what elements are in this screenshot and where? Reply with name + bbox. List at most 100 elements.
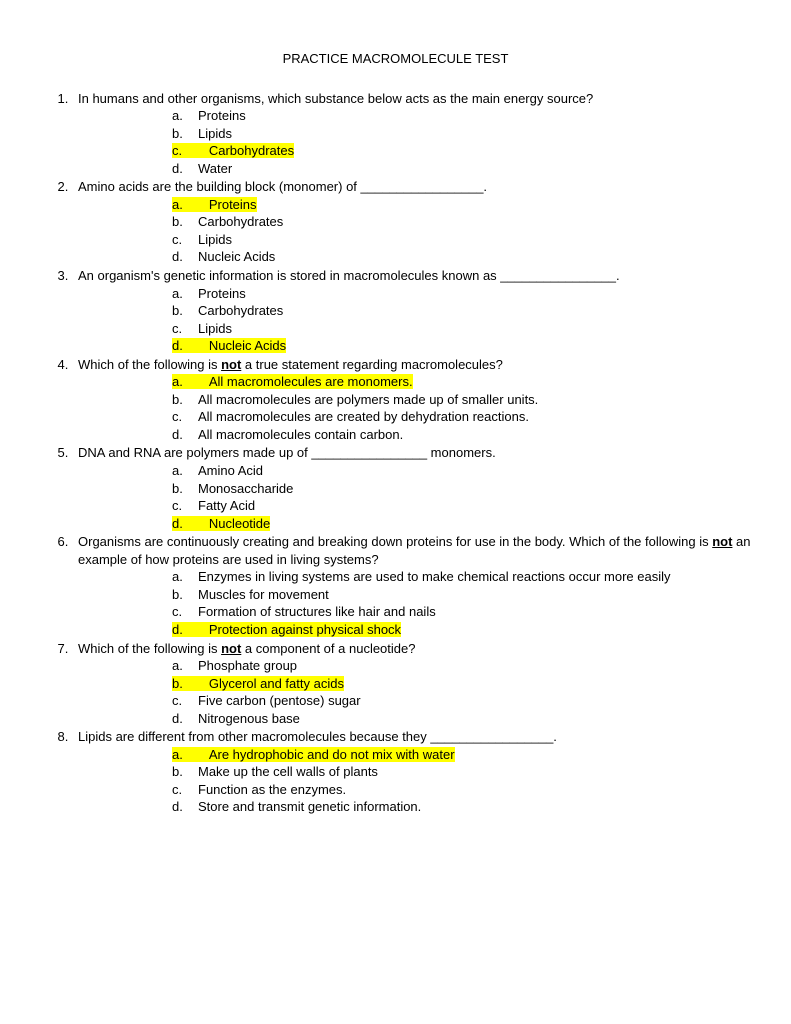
answer-letter: c.: [172, 781, 188, 799]
answer-row: d. Nucleotide: [172, 515, 751, 533]
answer-text: Nucleotide: [209, 516, 270, 531]
answer-row: a.Enzymes in living systems are used to …: [172, 568, 751, 586]
answer-letter: b.: [172, 125, 188, 143]
answer-text: All macromolecules are created by dehydr…: [198, 409, 529, 424]
answer-text: Nucleic Acids: [198, 249, 275, 264]
answer-row: a. Proteins: [172, 196, 751, 214]
answer-text: Muscles for movement: [198, 587, 329, 602]
answer-text: Lipids: [198, 232, 232, 247]
answer-row: a.Proteins: [172, 285, 751, 303]
answer-row: c.Formation of structures like hair and …: [172, 603, 751, 621]
answer-row: a. Phosphate group: [172, 657, 751, 675]
answer-text: Monosaccharide: [198, 481, 293, 496]
answer-row: b. Glycerol and fatty acids: [172, 675, 751, 693]
answer-row: a. Proteins: [172, 107, 751, 125]
answer-row: c. Carbohydrates: [172, 142, 751, 160]
answer-row: a.Amino Acid: [172, 462, 751, 480]
bold-underline: not: [221, 641, 241, 656]
answer-letter: d.: [172, 426, 188, 444]
answer-text: Fatty Acid: [198, 498, 255, 513]
answer-text: Carbohydrates: [198, 303, 283, 318]
answer-letter: a.: [172, 746, 188, 764]
answer-text: Proteins: [198, 286, 246, 301]
answer-text: Store and transmit genetic information.: [198, 799, 421, 814]
question-text: Amino acids are the building block (mono…: [78, 179, 487, 194]
question-7: Which of the following is not a componen…: [72, 640, 751, 728]
answer-row: d. Nucleic Acids: [172, 337, 751, 355]
answer-text: All macromolecules contain carbon.: [198, 427, 403, 442]
question-2: Amino acids are the building block (mono…: [72, 178, 751, 266]
answer-text: Proteins: [209, 197, 257, 212]
answer-row: b.All macromolecules are polymers made u…: [172, 391, 751, 409]
bold-underline: not: [712, 534, 732, 549]
answer-row: b. Carbohydrates: [172, 302, 751, 320]
answer-row: c. Fatty Acid: [172, 497, 751, 515]
answer-text: Glycerol and fatty acids: [209, 676, 344, 691]
answer-row: b.Lipids: [172, 125, 751, 143]
answer-letter: c.: [172, 408, 188, 426]
answer-row: d. Water: [172, 160, 751, 178]
bold-underline: not: [221, 357, 241, 372]
answer-text: All macromolecules are polymers made up …: [198, 392, 538, 407]
answer-letter: a.: [172, 462, 188, 480]
answer-row: c. Lipids: [172, 231, 751, 249]
answer-text: Five carbon (pentose) sugar: [198, 693, 361, 708]
answer-row: d. All macromolecules contain carbon.: [172, 426, 751, 444]
answer-row: c. Five carbon (pentose) sugar: [172, 692, 751, 710]
answer-letter: c.: [172, 497, 188, 515]
answer-letter: c.: [172, 692, 188, 710]
question-8: Lipids are different from other macromol…: [72, 728, 751, 816]
question-text: Organisms are continuously creating and …: [78, 534, 751, 567]
answer-letter: d.: [172, 710, 188, 728]
question-text: DNA and RNA are polymers made up of ____…: [78, 445, 496, 460]
answer-letter: b.: [172, 675, 188, 693]
answer-text: Phosphate group: [198, 658, 297, 673]
answer-text: Formation of structures like hair and na…: [198, 604, 436, 619]
answer-row: b.Carbohydrates: [172, 213, 751, 231]
answer-letter: b.: [172, 480, 188, 498]
question-text: Which of the following is not a componen…: [78, 641, 415, 656]
answer-letter: c.: [172, 231, 188, 249]
answer-row: c. All macromolecules are created by dehy…: [172, 408, 751, 426]
answer-letter: b.: [172, 586, 188, 604]
answer-row: b. Muscles for movement: [172, 586, 751, 604]
answer-text: Water: [198, 161, 232, 176]
question-5: DNA and RNA are polymers made up of ____…: [72, 444, 751, 532]
answer-letter: b.: [172, 302, 188, 320]
answer-letter: d.: [172, 337, 188, 355]
answer-letter: d.: [172, 160, 188, 178]
answer-row: c.Lipids: [172, 320, 751, 338]
question-1: In humans and other organisms, which sub…: [72, 90, 751, 178]
question-3: An organism's genetic information is sto…: [72, 267, 751, 355]
answer-letter: a.: [172, 196, 188, 214]
answer-letter: b.: [172, 213, 188, 231]
answer-letter: a.: [172, 657, 188, 675]
question-4: Which of the following is not a true sta…: [72, 356, 751, 444]
question-text: In humans and other organisms, which sub…: [78, 91, 593, 106]
answer-letter: c.: [172, 320, 188, 338]
page-title: PRACTICE MACROMOLECULE TEST: [40, 50, 751, 68]
answer-text: Proteins: [198, 108, 246, 123]
answer-letter: a.: [172, 568, 188, 586]
answer-text: Are hydrophobic and do not mix with wate…: [209, 747, 455, 762]
answer-letter: a.: [172, 107, 188, 125]
answer-letter: d.: [172, 248, 188, 266]
answer-letter: b.: [172, 763, 188, 781]
question-list: In humans and other organisms, which sub…: [40, 90, 751, 816]
answer-row: d.Nitrogenous base: [172, 710, 751, 728]
answer-row: a. Are hydrophobic and do not mix with w…: [172, 746, 751, 764]
answer-row: b. Monosaccharide: [172, 480, 751, 498]
answer-row: c. Function as the enzymes.: [172, 781, 751, 799]
answer-row: b.Make up the cell walls of plants: [172, 763, 751, 781]
answer-letter: a.: [172, 373, 188, 391]
answer-letter: d.: [172, 798, 188, 816]
answer-text: Protection against physical shock: [209, 622, 401, 637]
answer-letter: d.: [172, 515, 188, 533]
question-text: Lipids are different from other macromol…: [78, 729, 557, 744]
answer-text: All macromolecules are monomers.: [209, 374, 413, 389]
question-text: An organism's genetic information is sto…: [78, 268, 620, 283]
answer-row: a. All macromolecules are monomers.: [172, 373, 751, 391]
answer-letter: c.: [172, 142, 188, 160]
answer-letter: d.: [172, 621, 188, 639]
answer-text: Function as the enzymes.: [198, 782, 346, 797]
